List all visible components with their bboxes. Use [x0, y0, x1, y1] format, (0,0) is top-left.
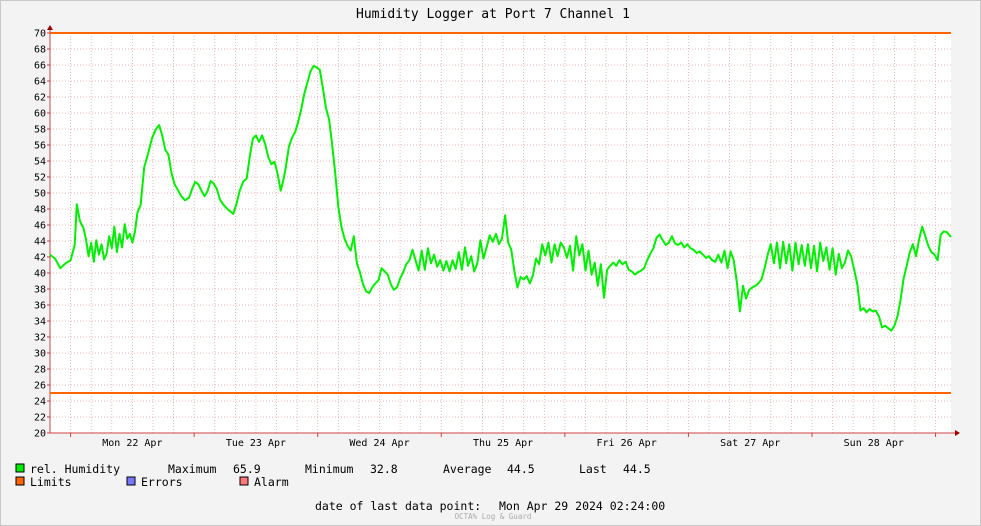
stat-min-value: 32.8: [370, 462, 398, 476]
y-tick-label: 58: [34, 125, 46, 136]
stat-min-label: Minimum: [305, 462, 354, 476]
x-tick-label: Wed 24 Apr: [349, 438, 409, 449]
y-tick-label: 30: [34, 349, 46, 360]
y-tick-label: 28: [34, 365, 46, 376]
y-tick-label: 70: [34, 29, 46, 40]
stat-max-value: 65.9: [233, 462, 261, 476]
y-tick-label: 44: [34, 237, 46, 248]
y-tick-label: 46: [34, 221, 46, 232]
x-tick-label: Sat 27 Apr: [720, 438, 780, 449]
y-tick-label: 42: [34, 253, 46, 264]
y-tick-label: 50: [34, 189, 46, 200]
chart-title: Humidity Logger at Port 7 Channel 1: [356, 7, 630, 22]
legend-series-label: rel. Humidity: [30, 462, 120, 476]
y-axis-arrow: [47, 25, 53, 30]
x-tick-label: Tue 23 Apr: [226, 438, 286, 449]
stat-last-value: 44.5: [623, 462, 651, 476]
plot-area: [50, 33, 951, 433]
y-tick-label: 24: [34, 397, 46, 408]
y-tick-label: 26: [34, 381, 46, 392]
limit-lines: [50, 32, 951, 394]
legend-errors-label: Errors: [141, 475, 183, 489]
legend-limits-label: Limits: [30, 475, 72, 489]
series-layer: [49, 64, 952, 332]
watermark: OCTA% Log & Guard: [455, 512, 532, 521]
y-tick-label: 62: [34, 93, 46, 104]
series-line-rel-humidity: [49, 64, 952, 332]
x-axis-arrow: [955, 430, 960, 436]
stat-last-label: Last: [579, 462, 607, 476]
x-tick-label: Sun 28 Apr: [844, 438, 904, 449]
y-tick-label: 52: [34, 173, 46, 184]
y-tick-label: 48: [34, 205, 46, 216]
y-tick-label: 40: [34, 269, 46, 280]
y-tick-label: 56: [34, 141, 46, 152]
y-tick-label: 66: [34, 61, 46, 72]
y-tick-label: 34: [34, 317, 46, 328]
stat-max-label: Maximum: [168, 462, 217, 476]
legend-errors-swatch: [126, 476, 136, 486]
tick-labels: 20 22 24 26 28 30 32 34 36 38 40 42 44 46 48 50 52 54 56 58…: [34, 29, 904, 450]
y-tick-label: 36: [34, 301, 46, 312]
legend-series-swatch: [15, 463, 25, 473]
legend-alarm-label: Alarm: [254, 475, 289, 489]
stat-avg-value: 44.5: [507, 462, 535, 476]
chart-grid: [50, 32, 951, 433]
legend-limits-swatch: [15, 476, 25, 486]
x-tick-label: Fri 26 Apr: [597, 438, 657, 449]
stat-avg-label: Average: [443, 462, 492, 476]
y-tick-label: 60: [34, 109, 46, 120]
y-tick-label: 54: [34, 157, 46, 168]
y-tick-label: 20: [34, 429, 46, 440]
chart-axes: [47, 25, 960, 437]
last-data-point-value: Mon Apr 29 2024 02:24:00: [499, 499, 665, 513]
y-tick-label: 32: [34, 333, 46, 344]
y-tick-label: 22: [34, 413, 46, 424]
y-tick-label: 38: [34, 285, 46, 296]
x-tick-label: Mon 22 Apr: [102, 438, 162, 449]
y-tick-label: 64: [34, 77, 46, 88]
y-tick-label: 68: [34, 45, 46, 56]
legend-alarm-swatch: [239, 476, 249, 486]
last-data-point-label: date of last data point:: [315, 499, 481, 513]
x-tick-label: Thu 25 Apr: [473, 438, 533, 449]
